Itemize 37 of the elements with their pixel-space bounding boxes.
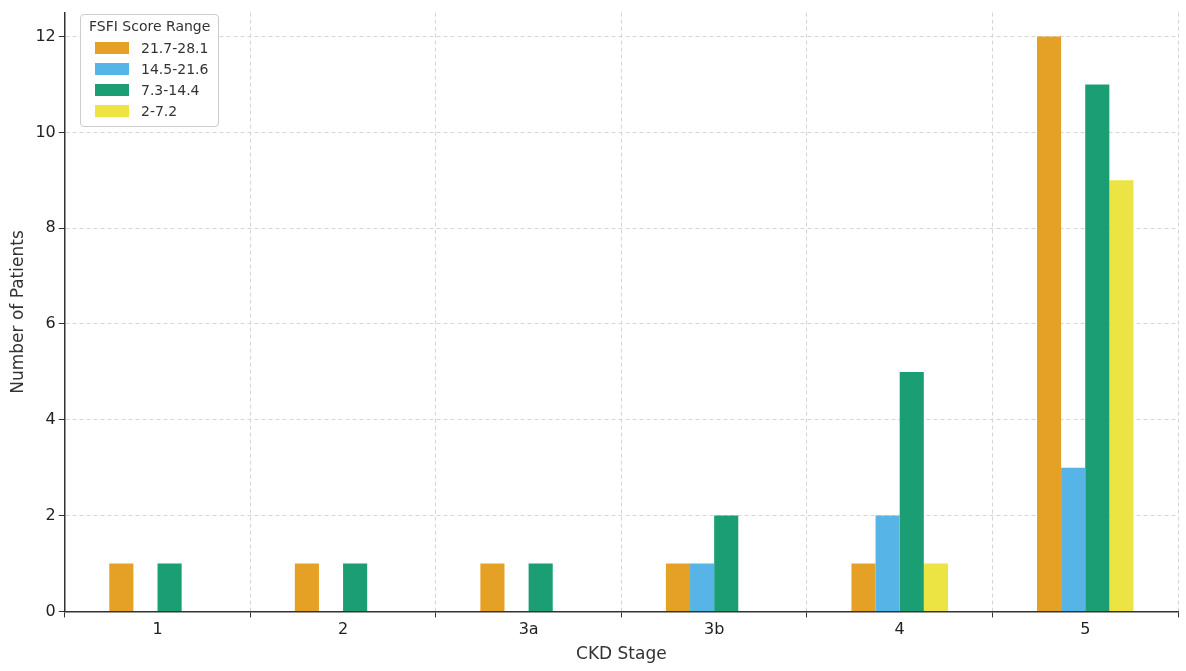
y-tick-label: 6 (45, 313, 56, 333)
x-axis-title: CKD Stage (576, 643, 667, 664)
y-tick-label: 4 (45, 408, 56, 428)
bar (528, 563, 553, 611)
y-tick-label: 0 (45, 600, 56, 620)
legend-label: 2-7.2 (141, 102, 178, 119)
legend-label: 7.3-14.4 (141, 81, 200, 98)
bar (1085, 84, 1110, 611)
bar (294, 563, 319, 611)
bar (875, 515, 900, 611)
y-tick-label: 10 (35, 121, 56, 141)
y-tick-label: 8 (45, 217, 56, 237)
bar (714, 515, 739, 611)
bar (157, 563, 182, 611)
bar (480, 563, 505, 611)
x-tick-label: 3a (518, 619, 539, 639)
x-tick-label: 2 (337, 619, 349, 639)
bar (109, 563, 134, 611)
bar (1036, 36, 1062, 611)
y-tick-label: 12 (35, 25, 56, 45)
y-tick-label: 2 (45, 504, 56, 524)
bar (1109, 180, 1134, 611)
bar (923, 563, 948, 611)
bar (343, 563, 368, 611)
bar (690, 563, 715, 611)
legend-label: 14.5-21.6 (141, 60, 209, 77)
bar (851, 563, 876, 611)
legend-label: 21.7-28.1 (141, 39, 209, 56)
legend-title: FSFI Score Range (89, 18, 211, 34)
x-tick-label: 3b (703, 619, 725, 639)
x-tick-label: 5 (1080, 619, 1091, 639)
x-tick-label: 4 (894, 619, 905, 639)
x-tick-label: 1 (152, 619, 163, 639)
y-axis-title: Number of Patients (6, 230, 27, 394)
bar (665, 563, 691, 611)
bar (1061, 467, 1086, 611)
bar (899, 371, 924, 611)
